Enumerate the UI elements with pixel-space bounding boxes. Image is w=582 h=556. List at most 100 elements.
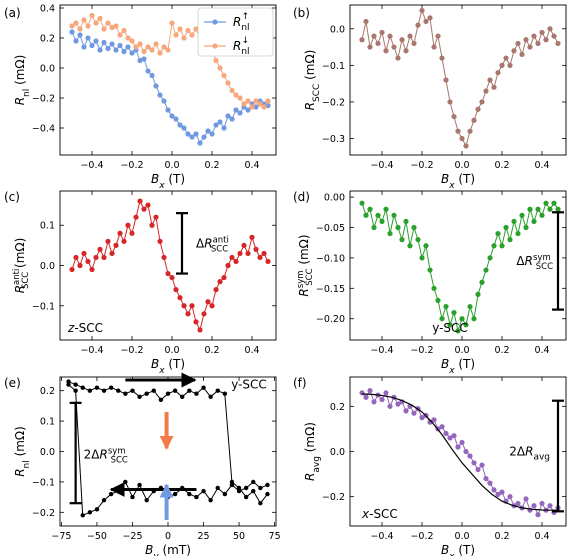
data-point [177, 26, 183, 32]
data-point [507, 62, 513, 68]
data-point [249, 234, 255, 240]
data-point [109, 250, 115, 257]
y-tick-label: 0.0 [40, 64, 55, 75]
data-point [527, 44, 533, 50]
x-tick-label: 0.2 [494, 531, 509, 542]
data-point [451, 310, 457, 316]
data-point [503, 224, 509, 231]
data-point [495, 70, 501, 76]
two-delta-sym-annotation: 2ΔRsym SCC [84, 447, 128, 466]
legend-marker [212, 19, 218, 25]
data-point [555, 206, 561, 212]
axes-frame [59, 190, 277, 341]
legend-marker [212, 43, 218, 49]
y-tick-label: −0.2 [322, 492, 345, 503]
y-tick-label: 0.4 [40, 4, 55, 15]
data-point [181, 303, 187, 309]
x-tick-label: 0.4 [244, 345, 259, 356]
data-point [130, 388, 135, 393]
x-tick-label: 75 [269, 531, 281, 542]
data-point [403, 48, 409, 54]
data-point [141, 48, 147, 55]
data-point [249, 104, 255, 110]
x-tick-label: −0.4 [370, 160, 393, 171]
data-point [543, 200, 549, 206]
data-point [125, 35, 131, 41]
data-point [185, 131, 191, 137]
data-point [463, 448, 469, 455]
data-point [435, 297, 441, 304]
panel-label: (d) [293, 190, 310, 204]
data-point [379, 29, 385, 36]
data-point [94, 507, 100, 512]
data-point [77, 26, 83, 32]
x-tick-label: −0.2 [410, 160, 433, 171]
series-1 [359, 7, 561, 149]
y-axis-label: Rnl (mΩ) [13, 55, 32, 106]
data-point [261, 250, 267, 257]
data-point [87, 510, 93, 515]
x-tick-label: −0.4 [80, 160, 103, 171]
data-point [141, 206, 147, 212]
y-tick-label: −0.15 [316, 284, 345, 295]
data-point [187, 491, 192, 497]
data-point [149, 72, 155, 79]
panel-label: (c) [4, 190, 20, 204]
x-tick-label: 0.0 [164, 160, 179, 171]
data-point [69, 266, 75, 273]
data-point [427, 15, 433, 21]
y-tick-label: 0.0 [330, 24, 345, 35]
data-point [109, 41, 115, 47]
data-point [359, 390, 365, 396]
data-point [535, 40, 541, 47]
data-point [121, 238, 127, 244]
data-point [375, 212, 381, 218]
data-point [185, 27, 191, 34]
series-1 [66, 379, 270, 506]
data-point [243, 485, 249, 491]
data-point [105, 45, 111, 52]
data-point [399, 237, 405, 243]
x-axis-label: Bx (T) [441, 543, 475, 556]
data-point [367, 206, 373, 212]
data-point [241, 242, 247, 248]
data-point [439, 316, 445, 322]
data-point [237, 250, 243, 257]
data-point [113, 47, 119, 53]
data-point [467, 128, 473, 134]
series-line [71, 199, 269, 332]
data-point [215, 485, 220, 491]
data-point [443, 303, 449, 310]
y-tick-label: 0.0 [330, 447, 345, 458]
panel-e: (e) −75 −50 −25 0 25 50 75 0.2 0.1 0.0 −0.1 −0.2 By (… [4, 372, 281, 556]
data-point [363, 212, 369, 218]
data-point [467, 453, 473, 459]
data-point [483, 88, 489, 94]
data-point [265, 258, 271, 265]
data-point [189, 32, 195, 38]
panel-label: (f) [293, 376, 307, 390]
data-point [77, 32, 83, 38]
data-point [85, 23, 91, 29]
data-point [507, 494, 513, 500]
data-point [547, 26, 553, 32]
data-point [367, 44, 373, 50]
data-point [479, 279, 485, 285]
data-point [81, 250, 87, 257]
data-point [117, 42, 123, 49]
data-point [129, 50, 135, 56]
x-axis-label: Bx (T) [151, 172, 185, 191]
data-point [419, 255, 425, 261]
data-point [185, 311, 191, 317]
y-tick-label: −0.4 [32, 124, 55, 135]
x-tick-label: −0.4 [370, 531, 393, 542]
data-point [455, 328, 461, 334]
data-point [253, 246, 259, 252]
data-point [229, 116, 235, 122]
series-1 [69, 29, 271, 146]
data-point [495, 491, 501, 497]
data-point [415, 237, 421, 243]
data-point [236, 485, 242, 491]
data-point [81, 44, 87, 50]
data-point [209, 131, 215, 137]
